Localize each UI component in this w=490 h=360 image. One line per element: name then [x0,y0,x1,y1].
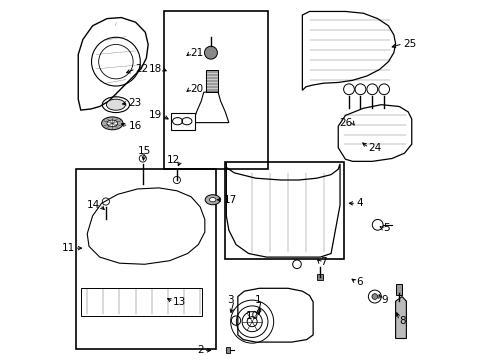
Text: 1: 1 [254,295,261,305]
Text: 15: 15 [138,146,151,156]
Text: 16: 16 [128,121,142,131]
Bar [225,162,343,259]
Text: 11: 11 [61,243,74,253]
Text: 10: 10 [246,311,259,321]
Bar [318,274,323,280]
Text: 26: 26 [340,118,353,128]
Text: 23: 23 [128,98,142,108]
Ellipse shape [205,195,221,205]
Text: 4: 4 [356,198,363,208]
Text: 21: 21 [191,48,204,58]
Bar [164,12,269,169]
Text: 5: 5 [383,224,390,233]
Bar [172,113,195,130]
Circle shape [204,46,218,59]
Text: 25: 25 [403,39,416,49]
Text: 17: 17 [223,195,237,205]
Ellipse shape [210,198,216,202]
Text: 24: 24 [368,143,382,153]
Circle shape [372,294,378,300]
Text: 6: 6 [356,277,363,287]
Text: 3: 3 [228,295,234,305]
Polygon shape [395,297,406,338]
Ellipse shape [101,117,123,130]
Bar [205,70,218,92]
Text: 9: 9 [381,295,388,305]
Bar [226,347,230,353]
Text: 8: 8 [399,316,406,325]
Text: 2: 2 [197,345,204,355]
Text: 13: 13 [173,297,187,307]
Ellipse shape [106,99,125,110]
Ellipse shape [107,120,118,127]
Text: 20: 20 [191,84,204,94]
Text: 12: 12 [167,155,180,165]
Text: 19: 19 [148,111,162,121]
Text: 14: 14 [87,200,100,210]
Text: 22: 22 [136,64,149,74]
Bar [395,284,402,295]
Bar [76,169,216,348]
Text: 7: 7 [320,257,327,267]
Text: 18: 18 [148,64,162,74]
